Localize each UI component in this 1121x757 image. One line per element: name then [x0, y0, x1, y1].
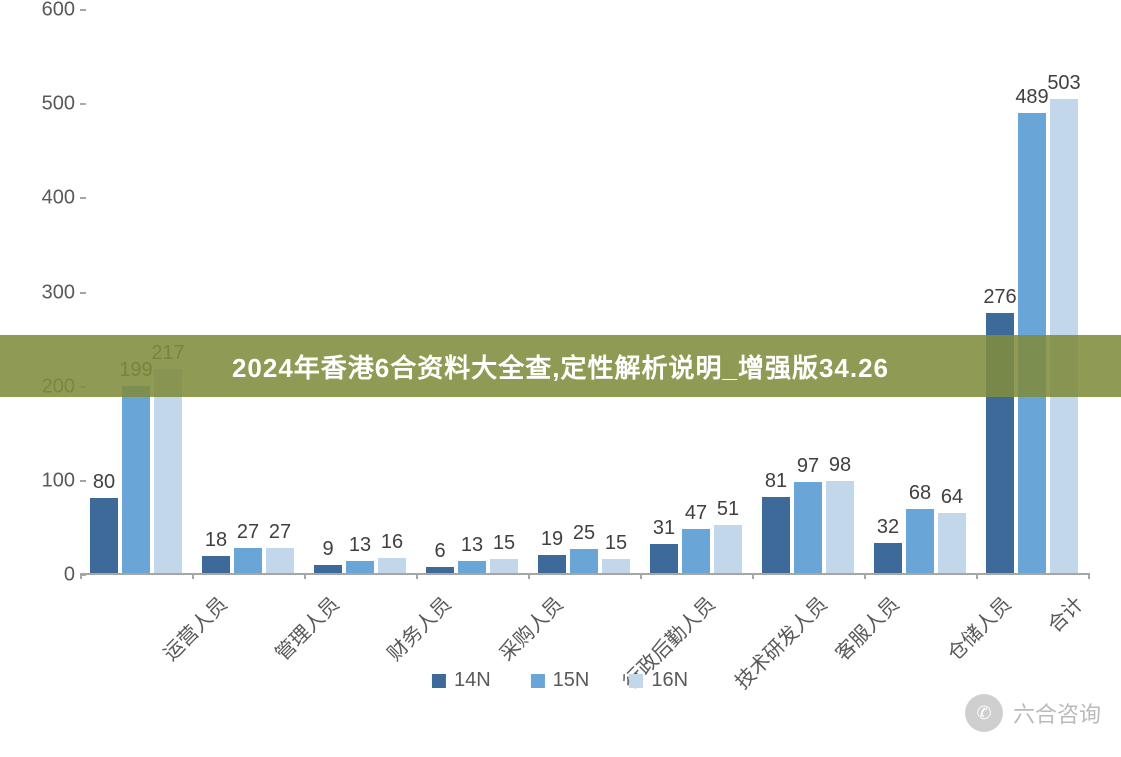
y-tick-label: 300	[20, 281, 75, 304]
bar-value-label: 68	[909, 482, 931, 505]
bar-value-label: 31	[653, 517, 675, 540]
bar	[234, 548, 262, 573]
bar-value-label: 64	[941, 486, 963, 509]
legend-swatch	[432, 674, 446, 688]
x-axis-label: 合计	[1040, 589, 1089, 638]
bar	[490, 559, 518, 573]
legend-label: 15N	[553, 669, 590, 692]
legend: 14N 15N 16N	[432, 669, 688, 692]
overlay-banner: 2024年香港6合资料大全查,定性解析说明_增强版34.26	[0, 335, 1121, 397]
bar	[202, 556, 230, 573]
x-tick-mark	[304, 573, 306, 579]
bar-value-label: 489	[1015, 86, 1048, 109]
bar	[538, 555, 566, 573]
x-axis-label: 运营人员	[155, 589, 232, 666]
bar-value-label: 15	[605, 532, 627, 555]
x-tick-mark	[192, 573, 194, 579]
bar-value-label: 13	[349, 534, 371, 557]
legend-item: 16N	[629, 669, 688, 692]
x-tick-mark	[864, 573, 866, 579]
x-tick-mark	[976, 573, 978, 579]
x-axis-label: 采购人员	[491, 589, 568, 666]
overlay-banner-text: 2024年香港6合资料大全查,定性解析说明_增强版34.26	[232, 348, 889, 385]
bar	[906, 509, 934, 573]
bar	[378, 558, 406, 573]
x-axis-label: 技术研发人员	[727, 589, 832, 694]
bar	[826, 481, 854, 573]
bar	[762, 497, 790, 573]
bar-value-label: 19	[541, 528, 563, 551]
bar	[426, 567, 454, 573]
bar-value-label: 32	[877, 516, 899, 539]
bar	[570, 549, 598, 573]
legend-item: 14N	[432, 669, 491, 692]
bar-value-label: 97	[797, 455, 819, 478]
bar	[874, 543, 902, 573]
bar	[650, 544, 678, 573]
y-tick-label: 0	[20, 564, 75, 587]
y-tick-label: 600	[20, 0, 75, 22]
x-axis-label: 管理人员	[267, 589, 344, 666]
legend-item: 15N	[531, 669, 590, 692]
bar-value-label: 9	[322, 538, 333, 561]
x-tick-mark	[80, 573, 82, 579]
x-tick-mark	[528, 573, 530, 579]
plot-area: 8019921718272791316613151925153147518197…	[80, 10, 1090, 575]
bar	[314, 565, 342, 573]
bar-value-label: 27	[237, 521, 259, 544]
bar	[794, 482, 822, 573]
x-tick-mark	[416, 573, 418, 579]
legend-label: 16N	[651, 669, 688, 692]
bar	[682, 529, 710, 573]
legend-label: 14N	[454, 669, 491, 692]
y-tick-label: 100	[20, 469, 75, 492]
watermark-text: 六合咨询	[1013, 697, 1101, 729]
bar	[122, 386, 150, 573]
x-axis-label: 财务人员	[379, 589, 456, 666]
bar-value-label: 276	[983, 286, 1016, 309]
bar-value-label: 51	[717, 498, 739, 521]
bar	[602, 559, 630, 573]
bar	[266, 548, 294, 573]
bar-value-label: 16	[381, 531, 403, 554]
bar-value-label: 6	[434, 540, 445, 563]
bar	[714, 525, 742, 573]
watermark: ✆ 六合咨询	[965, 694, 1101, 732]
x-axis-label: 客服人员	[827, 589, 904, 666]
bar	[346, 561, 374, 573]
y-tick-label: 400	[20, 187, 75, 210]
legend-swatch	[531, 674, 545, 688]
x-tick-mark	[752, 573, 754, 579]
bar-value-label: 98	[829, 454, 851, 477]
bar-value-label: 18	[205, 529, 227, 552]
bar-value-label: 81	[765, 470, 787, 493]
bar	[90, 498, 118, 573]
bar	[458, 561, 486, 573]
bar-value-label: 503	[1047, 72, 1080, 95]
bar-value-label: 47	[685, 502, 707, 525]
y-tick-label: 500	[20, 93, 75, 116]
x-axis-label: 仓储人员	[939, 589, 1016, 666]
x-tick-mark	[640, 573, 642, 579]
bar-value-label: 13	[461, 534, 483, 557]
bar	[938, 513, 966, 573]
bar-value-label: 27	[269, 521, 291, 544]
bar	[154, 369, 182, 573]
bar-value-label: 80	[93, 471, 115, 494]
bar-value-label: 15	[493, 532, 515, 555]
wechat-icon: ✆	[965, 694, 1003, 732]
bar-value-label: 25	[573, 522, 595, 545]
legend-swatch	[629, 674, 643, 688]
x-tick-mark	[1088, 573, 1090, 579]
